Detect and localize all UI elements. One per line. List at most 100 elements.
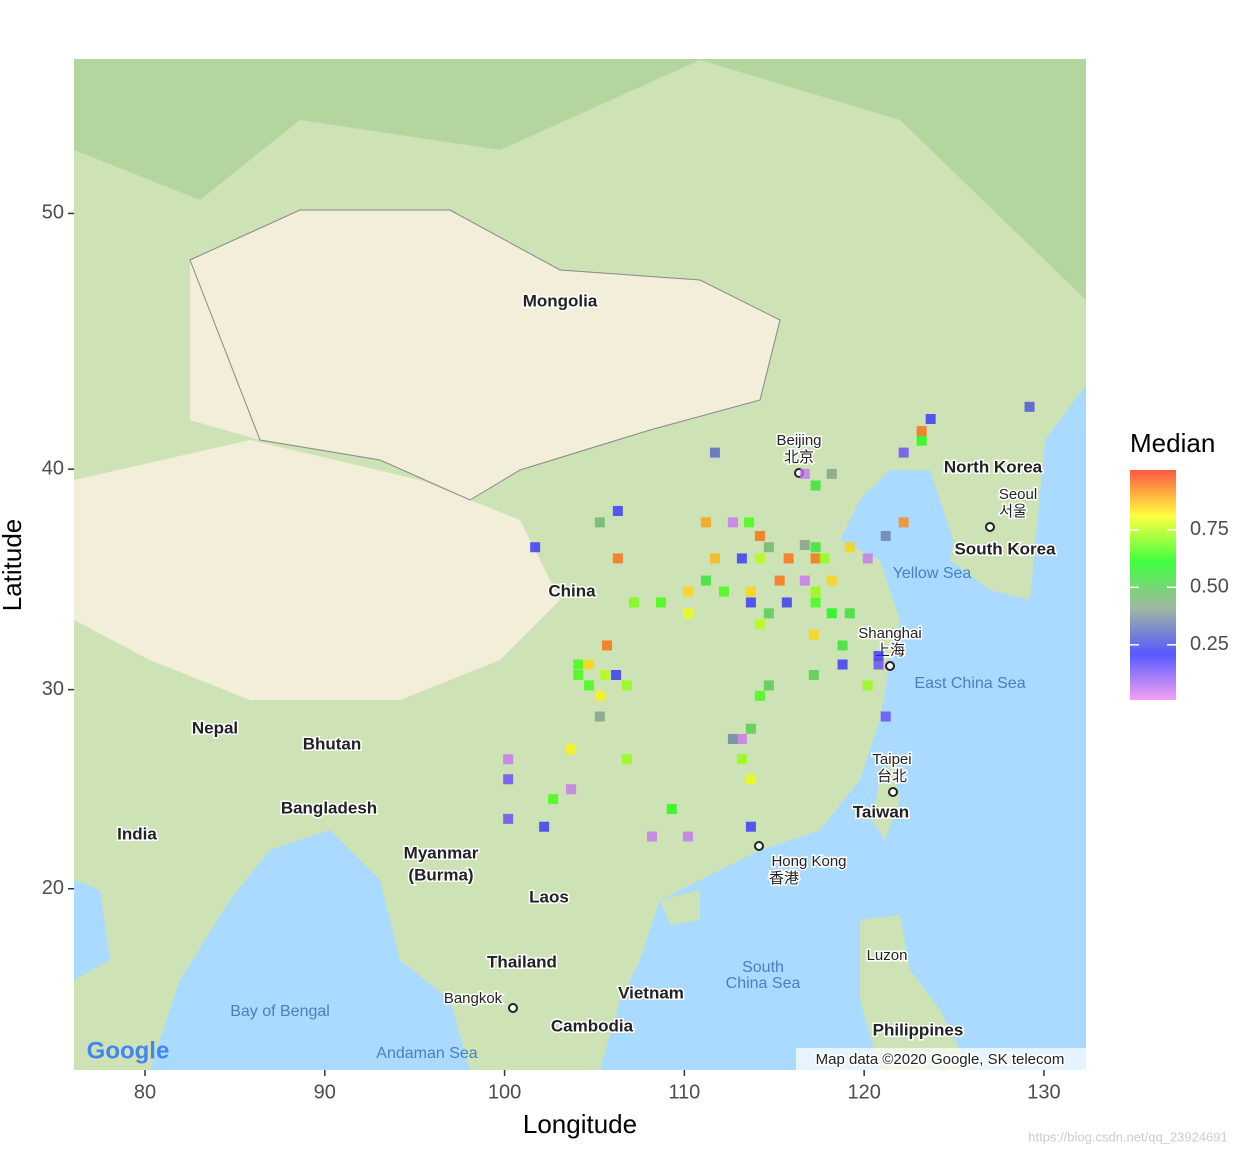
x-tick-label: 80 — [134, 1081, 156, 1103]
x-tick-label: 110 — [668, 1081, 700, 1103]
point — [655, 597, 666, 608]
point — [844, 608, 855, 619]
point — [873, 659, 884, 670]
point — [754, 530, 765, 541]
map-label: Bangladesh — [281, 798, 377, 817]
y-axis-title: Latitude — [0, 519, 27, 612]
point — [548, 794, 559, 805]
map-label: Cambodia — [551, 1016, 634, 1035]
point — [810, 542, 821, 553]
colorbar-tick-label: 0.75 — [1190, 518, 1229, 540]
y-tick-label: 40 — [42, 457, 64, 479]
point — [783, 553, 794, 564]
map-label: Google — [87, 1037, 170, 1064]
point — [925, 414, 936, 425]
point — [837, 640, 848, 651]
point — [808, 670, 819, 681]
point — [808, 629, 819, 640]
map-label: (Burma) — [408, 865, 473, 884]
map-label: Yellow Sea — [893, 565, 972, 582]
point — [763, 680, 774, 691]
point — [745, 774, 756, 785]
point — [700, 517, 711, 528]
point — [709, 447, 720, 458]
map-label: Shanghai — [858, 625, 921, 642]
point — [600, 670, 611, 681]
y-tick-label: 50 — [42, 202, 64, 224]
point — [647, 831, 658, 842]
colorbar-tick-label: 0.50 — [1190, 576, 1229, 598]
x-tick-label: 130 — [1027, 1081, 1060, 1103]
map-label: Nepal — [192, 718, 238, 737]
point — [781, 597, 792, 608]
map-label: Bangkok — [444, 990, 503, 1007]
point — [774, 575, 785, 586]
point — [916, 435, 927, 446]
map-label: China Sea — [726, 975, 801, 992]
point — [718, 586, 729, 597]
point — [503, 813, 514, 824]
point — [700, 575, 711, 586]
map-label: East China Sea — [914, 675, 1025, 692]
map-label: South — [742, 959, 784, 976]
point — [844, 542, 855, 553]
point — [810, 586, 821, 597]
map-label: Hong Kong — [771, 853, 846, 870]
map-label: Vietnam — [618, 983, 684, 1002]
point — [799, 575, 810, 586]
map-background — [74, 59, 1086, 1070]
point — [621, 754, 632, 765]
map-label: Laos — [529, 887, 569, 906]
point — [826, 575, 837, 586]
point — [503, 754, 514, 765]
point — [1024, 401, 1035, 412]
point — [810, 597, 821, 608]
point — [666, 804, 677, 815]
point — [916, 426, 927, 437]
point — [763, 608, 774, 619]
x-axis-title: Longitude — [523, 1109, 637, 1139]
y-tick-label: 30 — [42, 678, 64, 700]
point — [880, 711, 891, 722]
point — [837, 659, 848, 670]
point — [594, 690, 605, 701]
map-labels: Mongolia China North Korea South Korea India… — [87, 290, 1066, 1069]
point — [594, 517, 605, 528]
map-label: Myanmar — [404, 843, 479, 862]
point — [754, 690, 765, 701]
point — [594, 711, 605, 722]
point — [682, 831, 693, 842]
point — [862, 553, 873, 564]
map-label: Seoul — [999, 486, 1037, 503]
point — [602, 640, 613, 651]
map-label: South Korea — [954, 539, 1056, 558]
point — [862, 680, 873, 691]
point — [611, 670, 622, 681]
map-label: Taipei — [872, 751, 911, 768]
point — [763, 542, 774, 553]
point — [566, 744, 577, 755]
point — [727, 517, 738, 528]
point — [873, 651, 884, 662]
point — [880, 530, 891, 541]
point — [745, 586, 756, 597]
point — [810, 480, 821, 491]
colorbar-tick-label: 0.25 — [1190, 633, 1229, 655]
x-tick-label: 120 — [847, 1081, 880, 1103]
x-tick-label: 100 — [488, 1081, 521, 1103]
point — [629, 597, 640, 608]
point — [612, 505, 623, 516]
map-label: 香港 — [769, 870, 799, 887]
map-label: Andaman Sea — [376, 1045, 478, 1062]
map-label: Bay of Bengal — [230, 1003, 330, 1020]
point — [736, 553, 747, 564]
map-label: https://blog.csdn.net/qq_23924691 — [1028, 1129, 1228, 1144]
point — [682, 586, 693, 597]
map-label: India — [117, 824, 157, 843]
point — [584, 659, 595, 670]
point — [754, 553, 765, 564]
point — [826, 608, 837, 619]
map-label: Beijing — [776, 432, 821, 449]
point — [799, 539, 810, 550]
point — [736, 754, 747, 765]
